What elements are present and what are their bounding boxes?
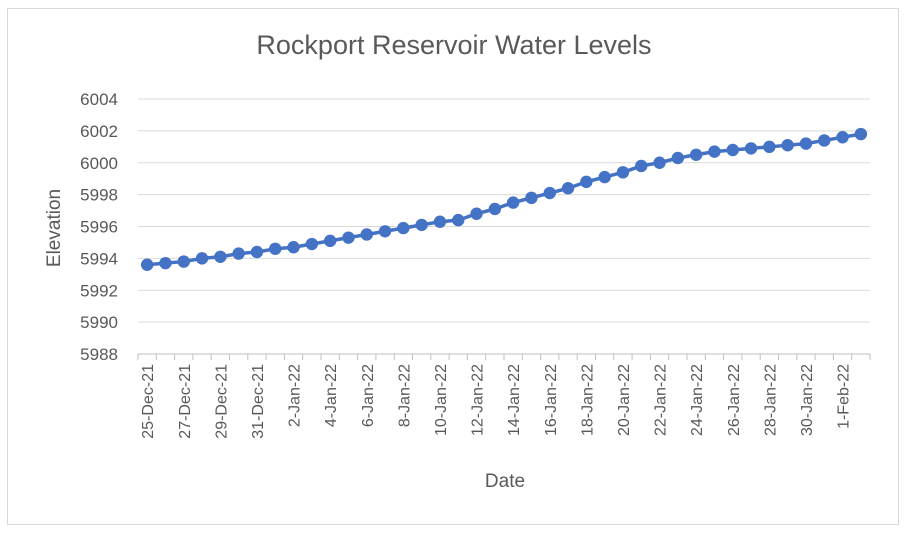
- x-tick-label: 1-Feb-22: [836, 364, 853, 429]
- data-point: [214, 250, 227, 263]
- data-point: [342, 231, 355, 244]
- y-tick-label: 6002: [80, 122, 118, 141]
- data-point: [726, 143, 739, 157]
- x-tick-label: 20-Jan-22: [616, 364, 633, 436]
- data-point: [818, 134, 831, 147]
- y-tick-label: 5990: [80, 313, 118, 332]
- x-tick-label: 14-Jan-22: [506, 364, 523, 436]
- data-point: [653, 156, 666, 169]
- data-point: [305, 237, 319, 251]
- y-tick-label: 5998: [80, 186, 118, 205]
- y-tick-label: 5994: [80, 249, 118, 268]
- data-point: [397, 221, 410, 235]
- data-point: [744, 142, 758, 155]
- data-point: [232, 247, 245, 260]
- data-point: [159, 256, 172, 270]
- x-tick-label: 2-Jan-22: [287, 364, 304, 427]
- x-tick-label: 16-Jan-22: [543, 364, 560, 436]
- data-point: [616, 166, 630, 179]
- data-point: [543, 186, 556, 200]
- data-point: [488, 202, 502, 216]
- y-tick-label: 6000: [80, 154, 118, 173]
- data-point: [269, 242, 282, 256]
- data-point: [378, 225, 392, 238]
- y-tick-label: 5996: [80, 218, 118, 237]
- data-point: [323, 234, 337, 248]
- data-point: [635, 159, 648, 173]
- y-tick-label: 6004: [80, 90, 118, 109]
- data-point: [836, 131, 849, 144]
- x-tick-label: 31-Dec-21: [250, 364, 267, 439]
- data-point: [195, 252, 209, 265]
- data-point: [525, 191, 538, 205]
- data-point: [506, 196, 520, 209]
- x-tick-label: 24-Jan-22: [689, 364, 706, 436]
- x-axis-title: Date: [484, 471, 526, 492]
- data-point: [561, 182, 575, 195]
- x-tick-label: 27-Dec-21: [177, 364, 194, 439]
- data-point: [580, 175, 593, 189]
- x-tick-label: 26-Jan-22: [726, 364, 743, 436]
- x-tick-label: 25-Dec-21: [140, 364, 157, 439]
- x-tick-label: 22-Jan-22: [653, 364, 670, 436]
- chart-title: Rockport Reservoir Water Levels: [256, 30, 652, 60]
- data-point: [470, 207, 483, 220]
- data-point: [360, 228, 373, 241]
- x-tick-label: 6-Jan-22: [360, 364, 377, 427]
- x-tick-label: 18-Jan-22: [579, 364, 596, 436]
- x-tick-label: 8-Jan-22: [396, 364, 413, 427]
- data-point: [452, 213, 465, 227]
- data-point: [287, 241, 300, 254]
- x-tick-label: 29-Dec-21: [213, 364, 230, 439]
- data-point: [781, 139, 794, 152]
- x-tick-label: 30-Jan-22: [799, 364, 816, 436]
- data-point: [708, 145, 721, 158]
- x-tick-label: 12-Jan-22: [470, 364, 487, 436]
- data-point: [598, 170, 611, 184]
- x-tick-label: 4-Jan-22: [323, 364, 340, 427]
- data-point: [854, 127, 868, 141]
- chart-frame: [7, 8, 899, 525]
- data-point: [415, 218, 428, 232]
- y-tick-label: 5988: [80, 345, 118, 364]
- data-point: [671, 151, 685, 165]
- series-line: [146, 132, 862, 267]
- data-point: [250, 245, 264, 259]
- data-point: [433, 215, 447, 228]
- data-point: [763, 140, 776, 154]
- y-tick-label: 5992: [80, 281, 118, 300]
- data-point: [799, 137, 813, 150]
- data-point: [140, 258, 154, 271]
- data-point: [177, 255, 190, 268]
- data-point: [689, 148, 703, 161]
- x-tick-label: 10-Jan-22: [433, 364, 450, 436]
- x-tick-label: 28-Jan-22: [762, 364, 779, 436]
